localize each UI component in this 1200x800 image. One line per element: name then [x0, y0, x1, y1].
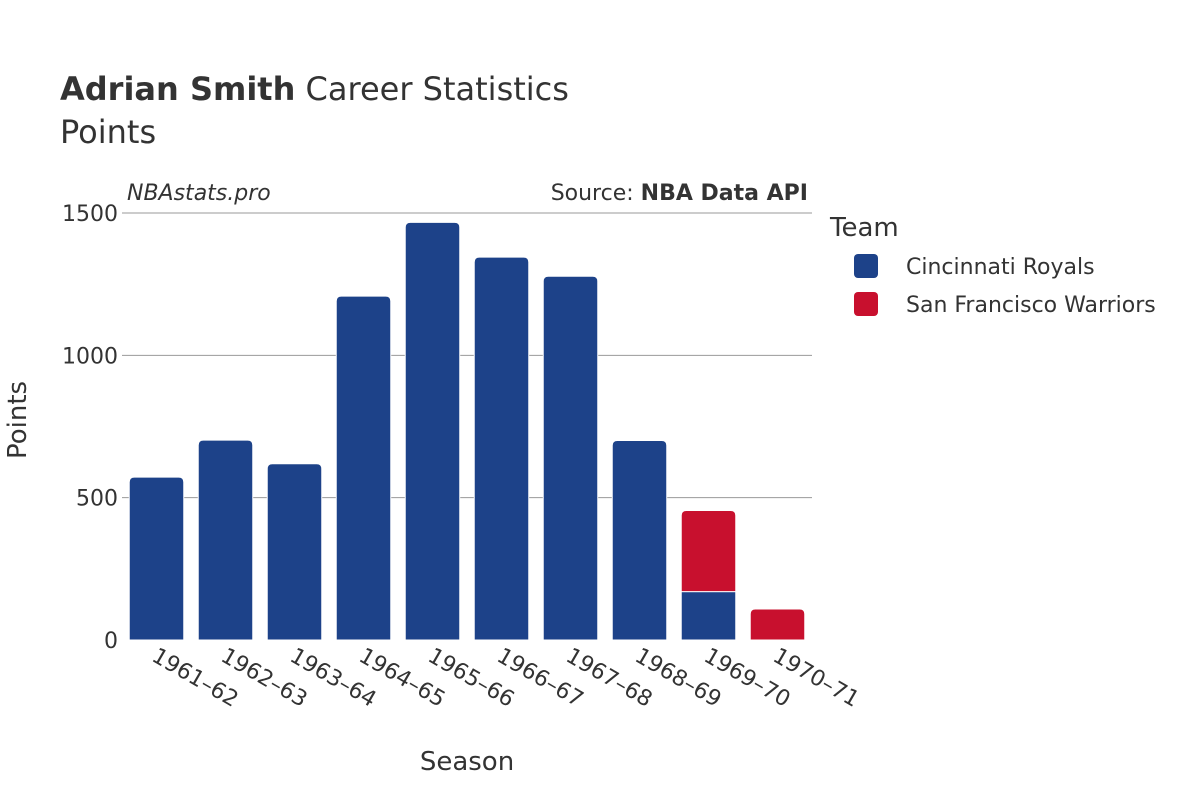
bar-cincinnati-royals-1968–69	[611, 439, 668, 641]
legend-label: San Francisco Warriors	[906, 293, 1156, 318]
x-axis-title: Season	[420, 747, 514, 777]
bar-cincinnati-royals-1965–66	[404, 221, 461, 641]
legend-label: Cincinnati Royals	[906, 255, 1095, 280]
x-axis-ticks: 1961–621962–631963–641964–651965–661966–…	[148, 644, 864, 713]
bar-cincinnati-royals-1967–68	[542, 275, 599, 641]
y-tick-label: 1500	[62, 202, 118, 227]
chart-title: Adrian Smith Career Statistics	[60, 70, 569, 108]
bar-cincinnati-royals-1963–64	[266, 463, 323, 641]
legend-title: Team	[829, 213, 899, 243]
chart-subtitle: Points	[60, 113, 156, 151]
bar-cincinnati-royals-1966–67	[473, 256, 530, 641]
bar-cincinnati-royals-1962–63	[197, 439, 254, 641]
y-tick-label: 1000	[62, 344, 118, 369]
source-credit: Source: NBA Data API	[551, 181, 808, 206]
title-suffix: Career Statistics	[306, 70, 569, 108]
legend: Team Cincinnati Royals San Francisco Warr…	[829, 213, 1156, 318]
bar-series	[128, 221, 806, 641]
source-name: NBA Data API	[641, 181, 808, 206]
y-tick-label: 500	[76, 487, 118, 512]
bar-cincinnati-royals-1964–65	[335, 295, 392, 641]
title-player: Adrian Smith	[60, 70, 295, 108]
legend-swatch-cincinnati-royals	[854, 254, 878, 278]
y-tick-label: 0	[104, 629, 118, 654]
bar-cincinnati-royals-1961–62	[128, 476, 185, 641]
bar-cincinnati-royals-1969–70	[680, 591, 737, 641]
legend-swatch-san-francisco-warriors	[854, 292, 878, 316]
bar-san-francisco-warriors-1969–70	[680, 509, 737, 593]
y-axis-title: Points	[3, 381, 33, 459]
y-axis-ticks: 0 500 1000 1500	[62, 202, 118, 654]
source-prefix: Source:	[551, 181, 641, 206]
bar-san-francisco-warriors-1970–71	[749, 608, 806, 641]
watermark: NBAstats.pro	[127, 181, 271, 206]
